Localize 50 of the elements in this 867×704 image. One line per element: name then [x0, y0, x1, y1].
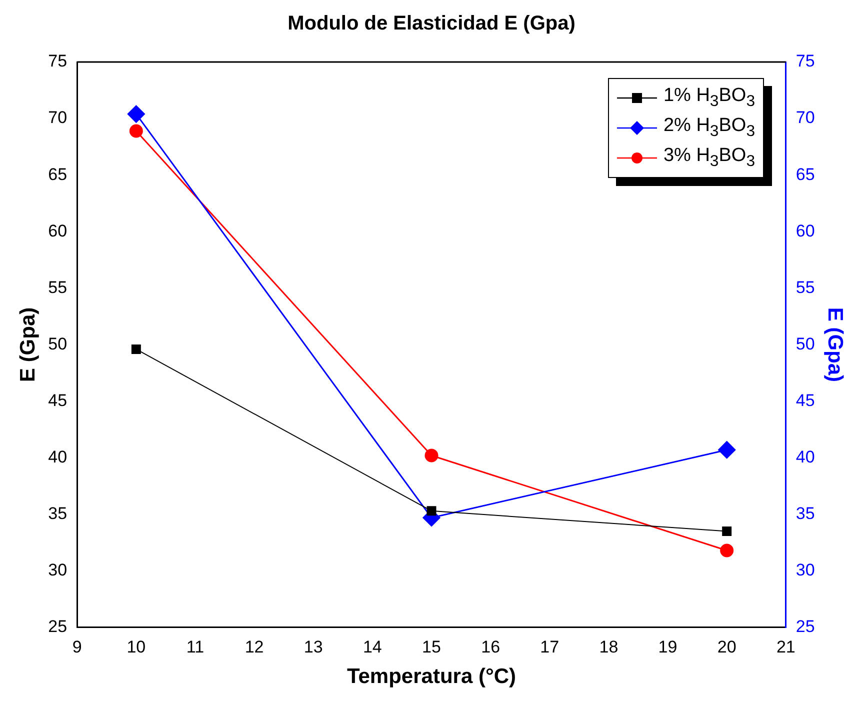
y2-tick-label: 75	[796, 52, 815, 71]
x-axis-title: Temperatura (°C)	[346, 665, 516, 688]
y-tick-label: 25	[48, 617, 68, 636]
point	[722, 526, 732, 536]
x-tick-label: 11	[186, 637, 204, 656]
y-tick-label: 30	[48, 560, 68, 580]
x-tick-label: 14	[362, 637, 382, 656]
y2-tick-label: 70	[796, 108, 815, 128]
legend-label: 2% H$_{3}$BO$_{3}$	[663, 115, 755, 141]
y-tick-label: 65	[48, 164, 68, 184]
y-tick-label: 50	[48, 334, 68, 354]
point	[127, 105, 145, 123]
x-tick-label: 19	[658, 637, 678, 656]
point	[129, 124, 143, 138]
point	[424, 448, 438, 462]
x-tick-label: 13	[304, 637, 323, 656]
x-tick-label: 9	[72, 637, 82, 656]
x-tick-label: 16	[481, 637, 500, 656]
x-tick-label: 15	[422, 637, 441, 656]
chart-title: Modulo de Elasticidad E (Gpa)	[288, 12, 576, 35]
x-tick-label: 10	[126, 637, 146, 656]
y-tick-label: 75	[48, 52, 68, 71]
legend-label: 1% H$_{3}$BO$_{3}$	[663, 85, 755, 111]
x-tick-label: 17	[540, 637, 560, 656]
y2-tick-label: 60	[796, 221, 815, 240]
y2-axis-title: E (Gpa)	[824, 307, 847, 382]
y-tick-label: 35	[48, 504, 68, 524]
y-tick-label: 40	[48, 447, 68, 466]
point	[131, 344, 141, 354]
y-axis-title: E (Gpa)	[16, 307, 40, 382]
y2-tick-label: 30	[796, 560, 815, 580]
y-tick-label: 60	[48, 221, 68, 240]
y2-tick-label: 45	[796, 390, 815, 410]
y2-tick-label: 35	[796, 504, 815, 524]
x-tick-label: 12	[244, 637, 264, 656]
y2-tick-label: 40	[796, 447, 815, 466]
legend-label: 3% H$_{3}$BO$_{3}$	[663, 145, 755, 171]
y-tick-label: 55	[48, 278, 68, 297]
point	[720, 544, 734, 558]
y-tick-label: 70	[48, 108, 68, 128]
x-tick-label: 18	[599, 637, 618, 656]
point	[426, 506, 436, 516]
y2-tick-label: 25	[796, 617, 815, 636]
x-tick-label: 21	[776, 637, 796, 656]
y2-tick-label: 65	[796, 164, 815, 184]
y2-tick-label: 55	[796, 278, 815, 297]
point	[718, 441, 736, 459]
y-tick-label: 45	[48, 390, 68, 410]
x-tick-label: 20	[717, 637, 736, 656]
y2-tick-label: 50	[796, 334, 815, 354]
